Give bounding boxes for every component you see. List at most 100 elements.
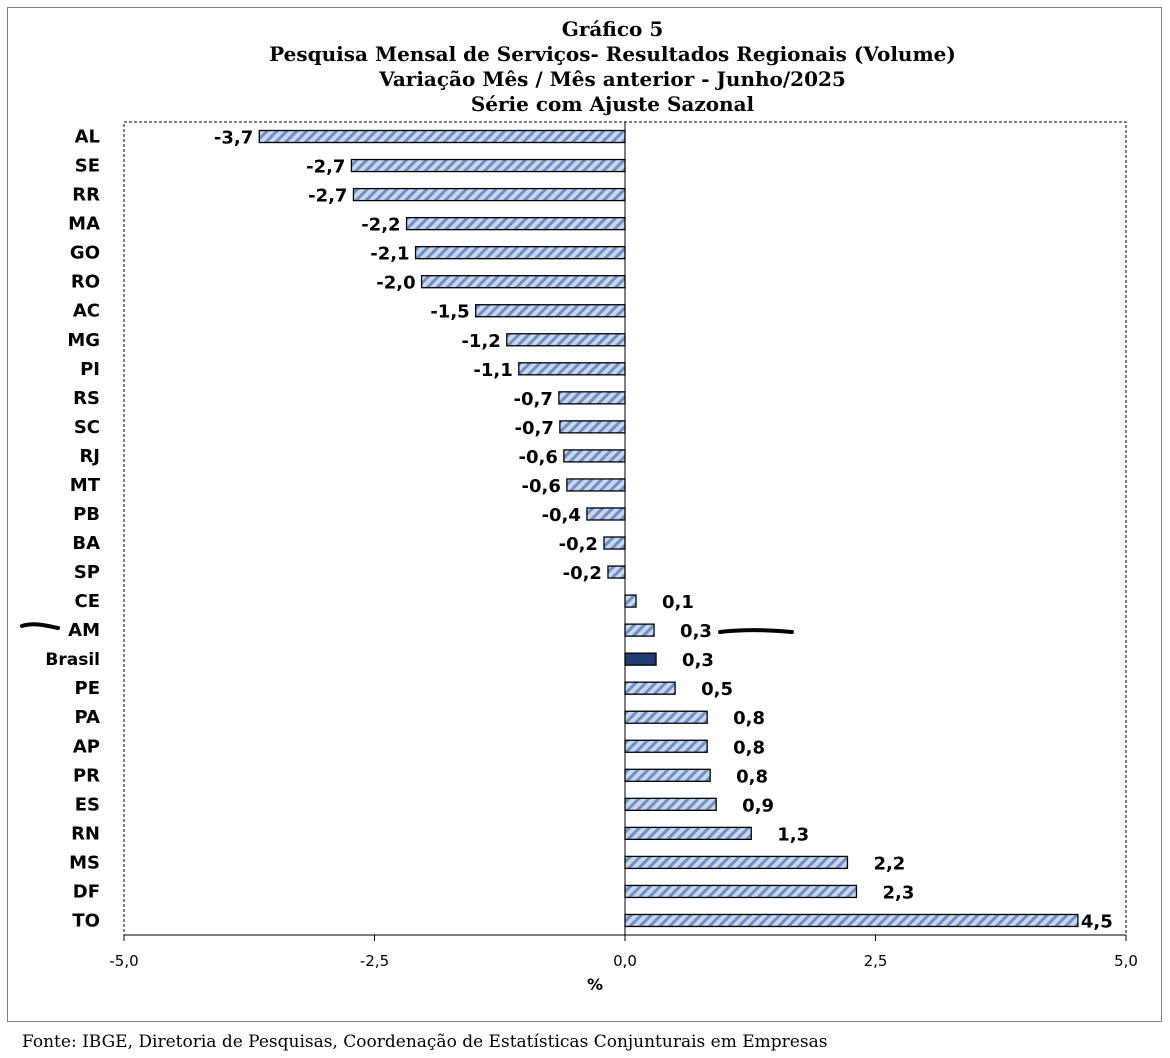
bar-ap <box>624 739 708 753</box>
data-label-al: -3,7 <box>214 128 253 149</box>
category-label-pi: PI <box>80 359 100 380</box>
data-label-sc: -0,7 <box>515 418 554 439</box>
category-label-ce: CE <box>74 591 100 612</box>
category-label-pe: PE <box>75 678 101 699</box>
bar-ac <box>475 304 626 318</box>
category-label-to: TO <box>72 910 100 931</box>
data-label-sp: -0,2 <box>563 563 602 584</box>
data-label-pe: 0,5 <box>701 679 733 700</box>
category-label-rr: RR <box>72 185 100 206</box>
category-label-ro: RO <box>71 272 100 293</box>
category-label-ap: AP <box>73 736 100 757</box>
bar-pe <box>624 681 676 695</box>
category-label-sc: SC <box>74 417 100 438</box>
marker-stroke-left <box>20 622 60 630</box>
bar-ma <box>405 216 626 231</box>
data-label-brasil: 0,3 <box>682 650 714 671</box>
bar-pb <box>586 507 626 521</box>
source-note: Fonte: IBGE, Diretoria de Pesquisas, Coo… <box>22 1032 828 1052</box>
category-label-mg: MG <box>67 330 100 351</box>
bar-rj <box>563 449 626 463</box>
bar-sp <box>607 565 626 579</box>
bar-es <box>624 797 717 811</box>
data-label-to: 4,5 <box>1081 911 1113 932</box>
data-label-pr: 0,8 <box>736 766 768 787</box>
bar-go <box>414 246 626 260</box>
category-label-pr: PR <box>73 765 100 786</box>
data-label-ba: -0,2 <box>559 534 598 555</box>
category-label-ac: AC <box>73 301 100 322</box>
category-label-am: AM <box>68 620 100 641</box>
x-tick-label: -2,5 <box>360 952 389 970</box>
category-label-go: GO <box>70 243 100 264</box>
chart-subtitle-2: Variação Mês / Mês anterior - Junho/2025 <box>379 67 846 91</box>
x-tick-label: 2,5 <box>864 952 888 970</box>
bar-rn <box>624 826 752 841</box>
category-label-sp: SP <box>74 562 100 583</box>
category-label-ms: MS <box>69 852 100 873</box>
category-label-ba: BA <box>72 533 100 554</box>
bar-pa <box>624 710 708 724</box>
bar-ba <box>603 536 626 550</box>
bar-sc <box>559 420 626 434</box>
category-label-df: DF <box>73 881 100 902</box>
category-label-rs: RS <box>73 388 100 409</box>
data-label-mt: -0,6 <box>522 476 561 497</box>
category-label-se: SE <box>75 156 100 177</box>
bar-to <box>624 913 1079 928</box>
data-label-ac: -1,5 <box>430 302 469 323</box>
category-label-mt: MT <box>70 475 101 496</box>
data-label-rn: 1,3 <box>777 824 809 845</box>
chart-frame <box>7 7 1162 1022</box>
data-label-am: 0,3 <box>680 621 712 642</box>
bar-pi <box>518 362 626 376</box>
data-label-pa: 0,8 <box>733 708 765 729</box>
x-tick-label: 5,0 <box>1114 952 1138 970</box>
bar-brasil <box>624 652 657 666</box>
category-label-es: ES <box>75 794 100 815</box>
x-tick-label: -5,0 <box>109 952 138 970</box>
bar-rr <box>352 187 626 202</box>
category-label-ma: MA <box>68 214 100 235</box>
data-label-pi: -1,1 <box>473 360 512 381</box>
marker-stroke-right <box>718 628 794 634</box>
data-label-ro: -2,0 <box>376 273 415 294</box>
chart-titles: Gráfico 5 Pesquisa Mensal de Serviços- R… <box>0 17 1170 117</box>
bar-mt <box>566 478 626 492</box>
chart-subtitle-3: Série com Ajuste Sazonal <box>470 92 755 116</box>
chart-title: Gráfico 5 <box>561 17 664 41</box>
category-label-brasil: Brasil <box>45 650 100 670</box>
bar-ce <box>624 594 637 608</box>
data-label-es: 0,9 <box>742 795 774 816</box>
data-label-mg: -1,2 <box>461 331 500 352</box>
bar-se <box>350 158 626 173</box>
data-label-rs: -0,7 <box>514 389 553 410</box>
data-label-go: -2,1 <box>370 244 409 265</box>
category-label-pb: PB <box>73 504 100 525</box>
data-label-ce: 0,1 <box>662 592 694 613</box>
bar-rs <box>558 391 626 405</box>
data-label-rj: -0,6 <box>519 447 558 468</box>
x-axis-label: % <box>587 975 603 994</box>
bar-pr <box>624 768 711 782</box>
category-label-pa: PA <box>75 707 101 728</box>
category-label-rn: RN <box>71 823 100 844</box>
bar-df <box>624 884 858 899</box>
x-tick-label: 0,0 <box>613 952 637 970</box>
data-label-ma: -2,2 <box>361 215 400 236</box>
data-label-df: 2,3 <box>882 882 914 903</box>
data-label-se: -2,7 <box>306 157 345 178</box>
category-label-rj: RJ <box>79 446 100 467</box>
category-label-al: AL <box>75 127 100 148</box>
chart-subtitle-1: Pesquisa Mensal de Serviços- Resultados … <box>269 42 956 66</box>
bar-ms <box>624 855 849 870</box>
bar-ro <box>420 275 626 289</box>
bar-mg <box>506 333 626 347</box>
data-label-ap: 0,8 <box>733 737 765 758</box>
bar-am <box>624 623 655 637</box>
data-label-ms: 2,2 <box>873 853 905 874</box>
bar-al <box>258 129 626 144</box>
data-label-rr: -2,7 <box>308 186 347 207</box>
data-label-pb: -0,4 <box>542 505 581 526</box>
